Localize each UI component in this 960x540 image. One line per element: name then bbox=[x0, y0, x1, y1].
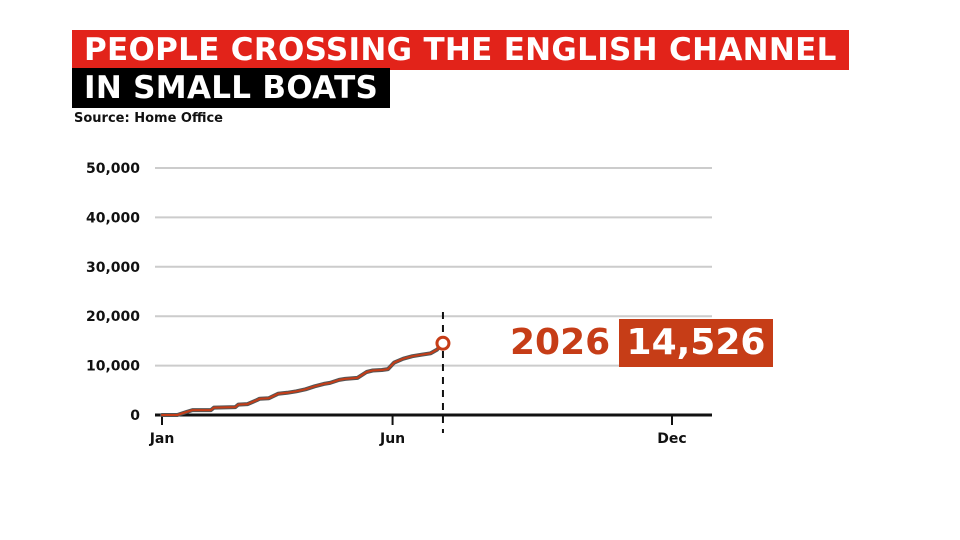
x-tick-label: Jan bbox=[149, 431, 175, 447]
x-tick-label: Dec bbox=[657, 431, 686, 447]
series-line-shadow bbox=[160, 341, 445, 417]
y-tick-label: 50,000 bbox=[86, 161, 140, 177]
chart-source: Source: Home Office bbox=[74, 111, 223, 126]
y-axis-ticks: 0 10,000 20,000 30,000 40,000 50,000 bbox=[86, 161, 140, 424]
series-layer bbox=[160, 341, 445, 417]
callout-year: 2026 bbox=[510, 322, 611, 363]
current-value-marker bbox=[435, 335, 451, 351]
y-tick-label: 20,000 bbox=[86, 309, 140, 325]
y-tick-label: 30,000 bbox=[86, 260, 140, 276]
x-tick-label: Jun bbox=[379, 431, 405, 447]
chart-title-line-1: PEOPLE CROSSING THE ENGLISH CHANNEL bbox=[72, 30, 849, 70]
y-tick-label: 40,000 bbox=[86, 210, 140, 226]
y-tick-label: 0 bbox=[130, 408, 140, 424]
grid-lines bbox=[155, 167, 712, 417]
callout-value: 14,526 bbox=[619, 319, 773, 367]
x-axis-ticks: Jan Jun Dec bbox=[149, 415, 687, 447]
chart-title-line-2: IN SMALL BOATS bbox=[72, 68, 391, 108]
y-tick-label: 10,000 bbox=[86, 359, 140, 375]
series-line-2026 bbox=[161, 342, 444, 416]
